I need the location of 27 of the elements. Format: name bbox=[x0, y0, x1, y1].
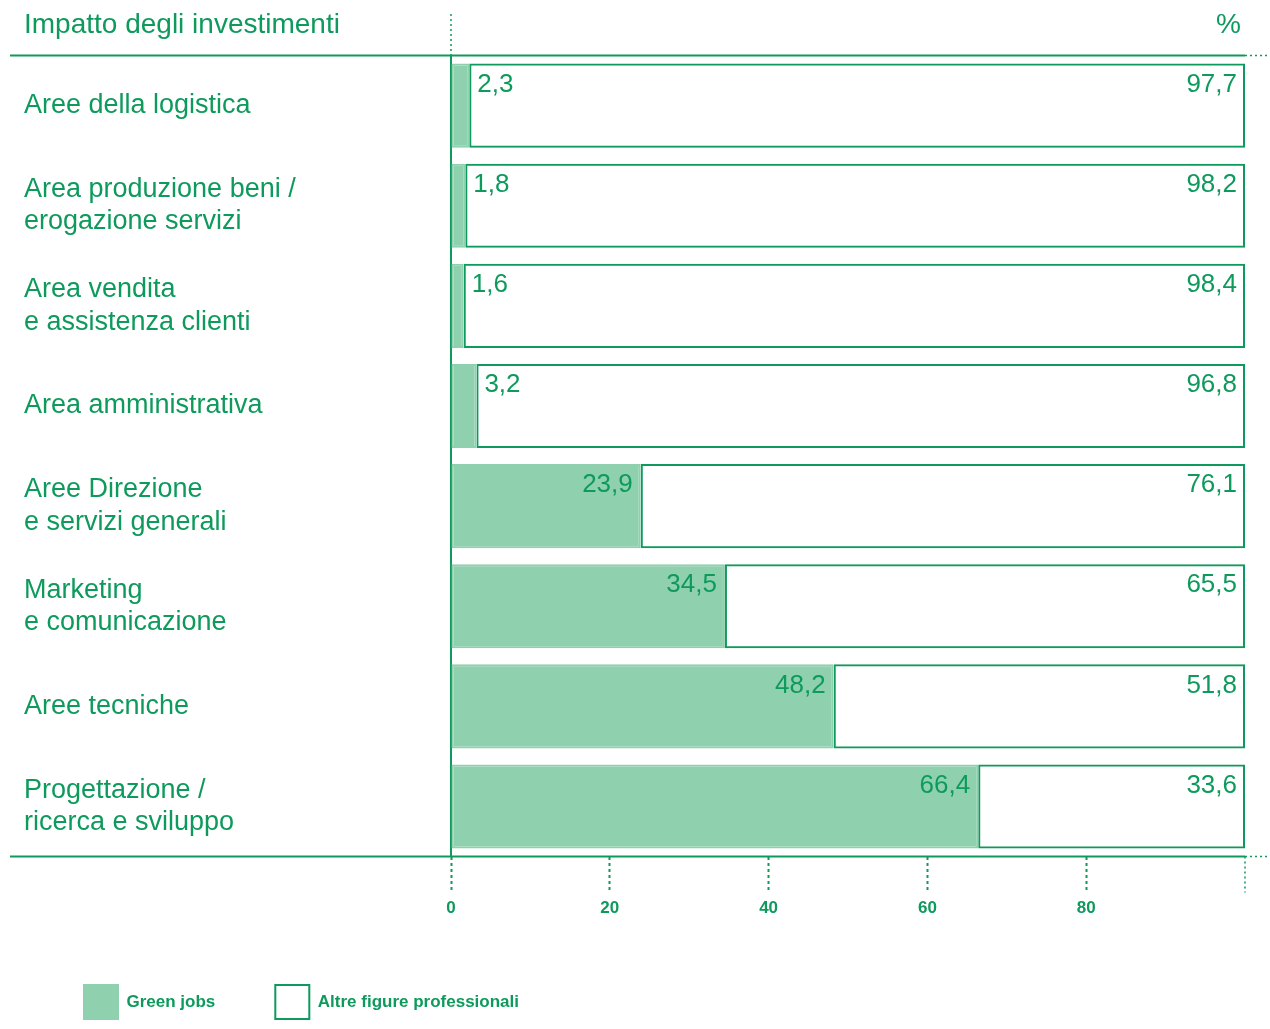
data-label: 2,3 bbox=[477, 67, 514, 98]
x-tick-label: 20 bbox=[600, 898, 620, 918]
x-tick-label: 80 bbox=[1076, 898, 1096, 918]
x-tick-label: 0 bbox=[446, 898, 456, 918]
data-label: 33,6 bbox=[1186, 768, 1237, 799]
legend-label: Altre figure professionali bbox=[317, 991, 519, 1011]
data-label: 23,9 bbox=[582, 468, 633, 499]
data-label: 65,5 bbox=[1186, 568, 1237, 599]
y-tick-label: Marketing e comunicazione bbox=[24, 573, 227, 636]
y-tick-label: Area produzione beni / erogazione servizi bbox=[24, 173, 297, 236]
y-tick-label: Area vendita e assistenza clienti bbox=[24, 273, 251, 336]
legend-label: Green jobs bbox=[126, 991, 216, 1011]
data-label: 76,1 bbox=[1186, 468, 1237, 499]
x-axis-title: % bbox=[1216, 7, 1241, 39]
data-label: 66,4 bbox=[919, 768, 971, 799]
y-tick-label: Progettazione / ricerca e sviluppo bbox=[24, 773, 235, 837]
x-tick-label: 60 bbox=[917, 898, 937, 918]
data-label: 51,8 bbox=[1186, 668, 1237, 699]
y-tick-label: Area amministrativa bbox=[24, 389, 264, 420]
data-label: 97,7 bbox=[1186, 67, 1237, 98]
x-tick-label: 40 bbox=[759, 898, 779, 918]
y-tick-label: Aree della logistica bbox=[24, 89, 252, 120]
y-tick-label: Aree tecniche bbox=[24, 689, 190, 720]
data-label: 34,5 bbox=[666, 568, 717, 599]
text: Impatto degli investimenti bbox=[24, 7, 340, 39]
data-label: 48,2 bbox=[775, 668, 826, 699]
y-tick-label: Aree Direzione e servizi generali bbox=[24, 473, 227, 536]
